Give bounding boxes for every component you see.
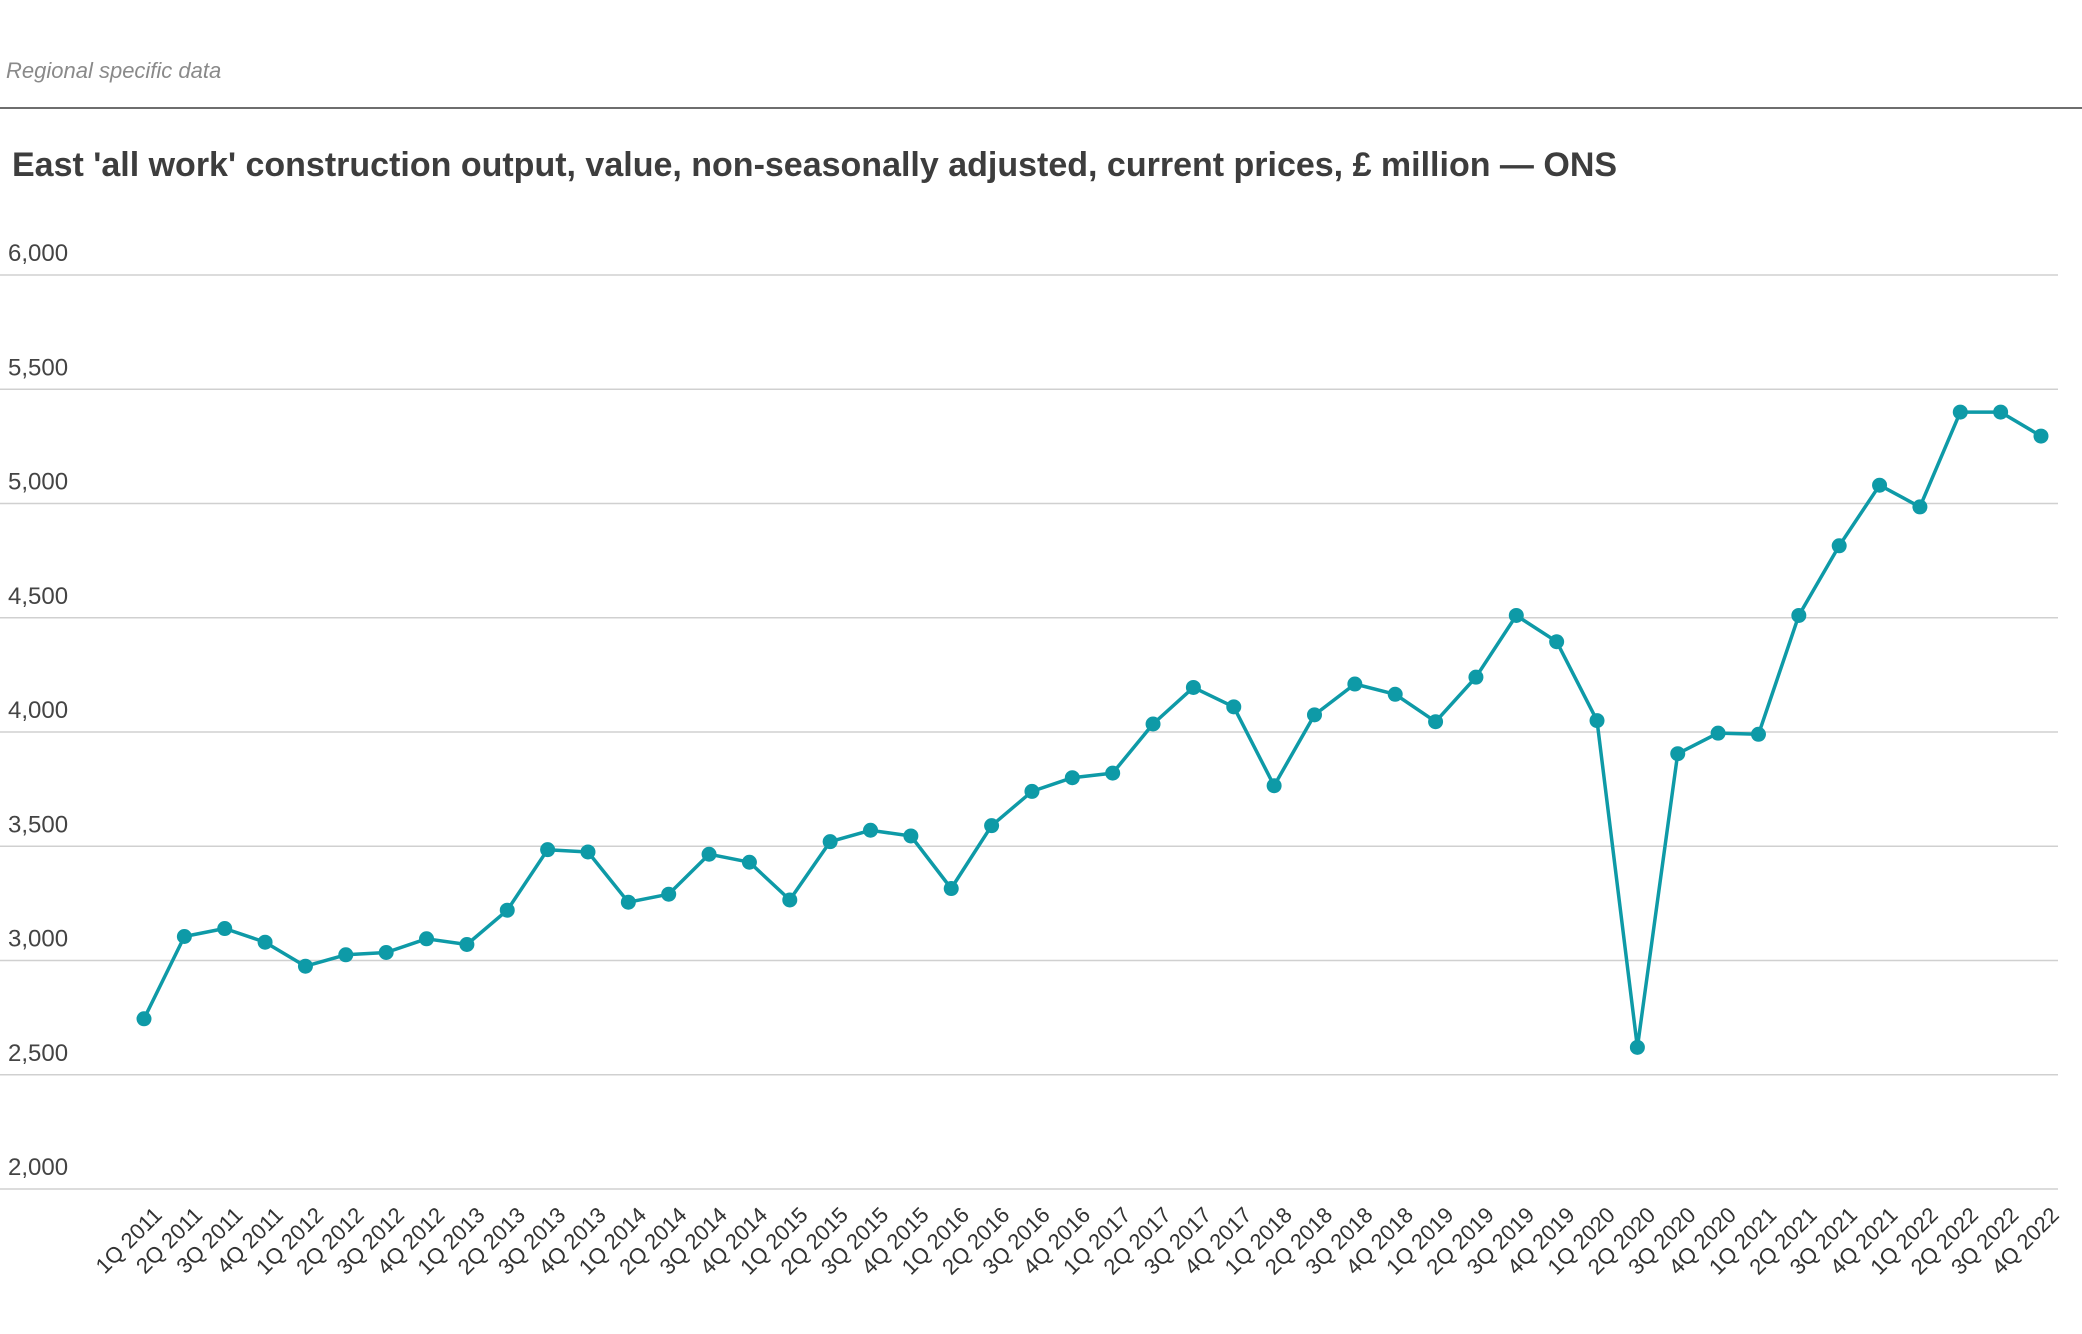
data-point[interactable]: [1589, 713, 1605, 729]
data-point[interactable]: [943, 881, 959, 897]
chart-title: East 'all work' construction output, val…: [12, 146, 1618, 184]
data-point[interactable]: [1266, 778, 1282, 794]
y-tick-label: 5,500: [8, 354, 68, 381]
y-axis-tick-labels: 2,000 2,500 3,000 3,500 4,000 4,500 5,000 5,500…: [8, 240, 68, 1181]
gridlines: [0, 274, 2058, 1190]
data-point[interactable]: [1306, 707, 1322, 723]
data-point[interactable]: [1993, 404, 2009, 420]
y-tick-label: 6,000: [8, 240, 68, 267]
data-point[interactable]: [459, 937, 475, 953]
data-point[interactable]: [540, 842, 556, 858]
data-point[interactable]: [1710, 725, 1726, 741]
y-tick-label: 2,500: [8, 1040, 68, 1067]
data-point[interactable]: [782, 892, 798, 908]
data-point[interactable]: [1791, 607, 1807, 623]
data-point[interactable]: [1428, 714, 1444, 730]
data-point[interactable]: [419, 931, 435, 947]
y-tick-label: 4,000: [8, 697, 68, 724]
data-point[interactable]: [1508, 607, 1524, 623]
data-point[interactable]: [1064, 770, 1080, 786]
data-point[interactable]: [1347, 676, 1363, 692]
data-point[interactable]: [822, 834, 838, 850]
data-point[interactable]: [1145, 716, 1161, 732]
data-point[interactable]: [661, 886, 677, 902]
header-divider: [0, 107, 2082, 109]
data-point[interactable]: [378, 945, 394, 961]
data-point[interactable]: [903, 828, 919, 844]
y-tick-label: 3,500: [8, 811, 68, 838]
y-tick-label: 2,000: [8, 1154, 68, 1181]
data-point[interactable]: [1629, 1039, 1645, 1055]
data-point[interactable]: [2033, 428, 2049, 444]
y-tick-label: 3,000: [8, 926, 68, 953]
data-point[interactable]: [1024, 783, 1040, 799]
data-point[interactable]: [1670, 746, 1686, 762]
data-point[interactable]: [984, 818, 1000, 834]
data-point[interactable]: [701, 846, 717, 862]
data-point[interactable]: [257, 934, 273, 950]
data-point[interactable]: [1226, 699, 1242, 715]
data-point[interactable]: [741, 854, 757, 870]
series-markers: [136, 404, 2049, 1055]
y-tick-label: 5,000: [8, 469, 68, 496]
data-point[interactable]: [1549, 634, 1565, 650]
header-caption: Regional specific data: [6, 58, 222, 83]
data-point[interactable]: [1831, 538, 1847, 554]
data-point[interactable]: [1912, 499, 1928, 515]
data-point[interactable]: [1952, 404, 1968, 420]
data-point[interactable]: [1387, 686, 1403, 702]
data-point[interactable]: [217, 921, 233, 937]
data-point[interactable]: [499, 902, 515, 918]
data-point[interactable]: [1185, 679, 1201, 695]
data-point[interactable]: [297, 958, 313, 974]
data-point[interactable]: [136, 1011, 152, 1027]
data-point[interactable]: [1872, 477, 1888, 493]
y-tick-label: 4,500: [8, 583, 68, 610]
data-point[interactable]: [580, 844, 596, 860]
data-point[interactable]: [863, 822, 879, 838]
data-point[interactable]: [338, 947, 354, 963]
data-point[interactable]: [1468, 669, 1484, 685]
data-point[interactable]: [176, 929, 192, 945]
data-point[interactable]: [1105, 765, 1121, 781]
data-point[interactable]: [1750, 726, 1766, 742]
data-point[interactable]: [620, 894, 636, 910]
